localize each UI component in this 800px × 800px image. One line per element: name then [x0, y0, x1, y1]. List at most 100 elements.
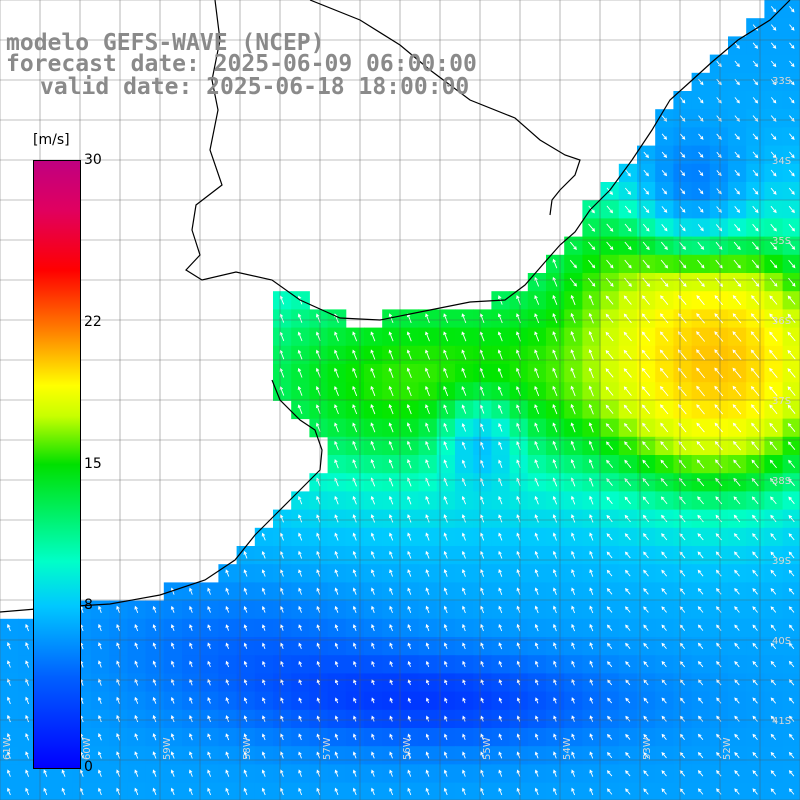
- wind-arrow: [7, 623, 11, 632]
- wind-arrow: [751, 496, 759, 505]
- wind-arrow: [7, 787, 11, 796]
- wind-arrow: [606, 661, 613, 668]
- wind-arrow: [770, 751, 777, 759]
- wind-arrow: [170, 642, 175, 650]
- wind-arrow: [443, 623, 448, 632]
- wind-arrow: [280, 733, 284, 741]
- wind-arrow: [480, 623, 484, 632]
- wind-arrow: [732, 385, 742, 397]
- wind-arrow: [298, 495, 303, 505]
- wind-cell: [782, 0, 800, 19]
- wind-arrow: [716, 733, 722, 740]
- wind-arrow: [788, 514, 795, 523]
- wind-arrow: [261, 605, 266, 613]
- wind-arrow: [407, 660, 412, 668]
- wind-arrow: [298, 550, 303, 559]
- wind-arrow: [715, 569, 722, 577]
- wind-arrow: [534, 787, 539, 796]
- wind-arrow: [170, 678, 175, 686]
- wind-arrow: [298, 624, 302, 631]
- wind-arrow: [788, 733, 795, 741]
- wind-arrow: [388, 422, 394, 433]
- wind-arrow: [498, 642, 503, 650]
- wind-arrow: [642, 514, 650, 523]
- wind-arrow: [116, 714, 120, 723]
- wind-arrow: [298, 532, 303, 541]
- wind-arrow: [696, 440, 705, 451]
- wind-arrow: [643, 642, 649, 649]
- wind-arrow: [588, 241, 596, 251]
- wind-arrow: [334, 440, 339, 451]
- wind-arrow: [480, 787, 485, 796]
- wind-arrow: [589, 587, 594, 595]
- wind-cell: [782, 291, 800, 310]
- wind-arrow: [570, 440, 576, 451]
- wind-arrow: [370, 532, 375, 541]
- wind-arrow: [280, 624, 284, 631]
- wind-arrow: [788, 459, 796, 468]
- wind-arrow: [61, 769, 66, 777]
- wind-arrow: [516, 550, 521, 559]
- wind-arrow: [297, 349, 303, 360]
- wind-arrow: [389, 769, 393, 777]
- wind-arrow: [134, 642, 139, 650]
- wind-arrow: [534, 623, 539, 632]
- wind-arrow: [461, 367, 467, 378]
- wind-arrow: [553, 623, 557, 632]
- wind-arrow: [461, 587, 466, 595]
- wind-arrow: [462, 733, 466, 740]
- wind-arrow: [553, 751, 557, 759]
- wind-arrow: [770, 169, 777, 177]
- wind-arrow: [588, 422, 594, 433]
- wind-arrow: [315, 331, 321, 342]
- wind-arrow: [189, 715, 193, 723]
- wind-arrow: [769, 367, 778, 378]
- wind-arrow: [661, 569, 668, 577]
- wind-arrow: [570, 403, 576, 415]
- wind-arrow: [461, 550, 466, 559]
- wind-arrow: [425, 385, 430, 397]
- wind-arrow: [297, 331, 303, 342]
- wind-arrow: [334, 733, 339, 741]
- wind-arrow: [589, 495, 594, 505]
- wind-arrow: [679, 697, 685, 704]
- wind-arrow: [389, 660, 393, 668]
- wind-arrow: [698, 715, 704, 722]
- wind-arrow: [443, 331, 449, 342]
- wind-arrow: [734, 751, 740, 759]
- wind-arrow: [605, 368, 614, 378]
- wind-arrow: [407, 642, 412, 650]
- wind-arrow: [353, 660, 357, 668]
- wind-arrow: [552, 404, 558, 415]
- wind-arrow: [571, 751, 575, 759]
- wind-arrow: [316, 569, 321, 577]
- wind-arrow: [498, 422, 503, 432]
- wind-arrow: [716, 60, 722, 68]
- wind-arrow: [752, 751, 758, 759]
- wind-arrow: [696, 367, 706, 379]
- wind-arrow: [480, 733, 484, 741]
- axis-tick-labels: 61W60W59W58W57W56W55W54W53W52W51W33S34S3…: [2, 76, 791, 760]
- wind-arrow: [770, 42, 777, 49]
- wind-arrow: [225, 624, 230, 631]
- wind-arrow: [715, 496, 723, 505]
- wind-arrow: [714, 295, 723, 306]
- wind-arrow: [443, 422, 448, 432]
- wind-arrow: [605, 386, 614, 396]
- wind-arrow: [661, 660, 667, 668]
- wind-arrow: [134, 733, 139, 741]
- wind-arrow: [152, 714, 157, 723]
- wind-arrow: [389, 642, 393, 650]
- wind-arrow: [732, 440, 741, 451]
- wind-arrow: [225, 733, 230, 741]
- wind-arrow: [770, 606, 777, 613]
- wind-arrow: [661, 770, 667, 777]
- wind-arrow: [643, 715, 649, 722]
- wind-arrow: [534, 605, 539, 614]
- wind-arrow: [261, 569, 266, 577]
- wind-arrow: [297, 404, 303, 414]
- wind-arrow: [552, 532, 557, 541]
- wind-arrow: [334, 550, 339, 559]
- wind-arrow: [116, 678, 120, 686]
- wind-arrow: [660, 259, 669, 269]
